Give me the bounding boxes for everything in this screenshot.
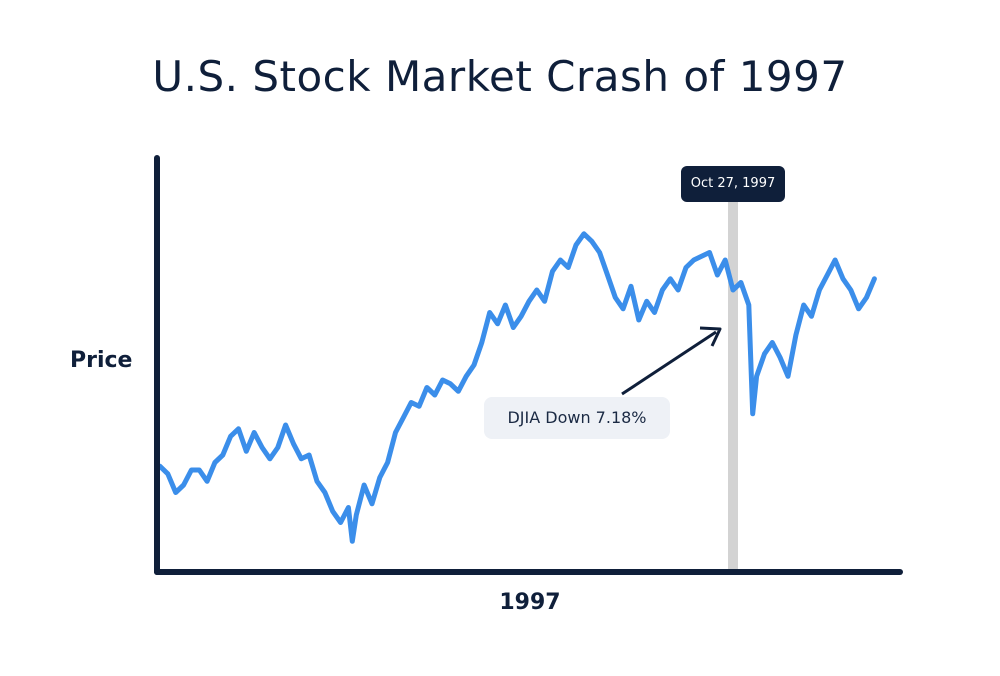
y-axis-label: Price: [70, 348, 133, 373]
event-marker-band: [728, 198, 738, 570]
chart-title: U.S. Stock Market Crash of 1997: [152, 52, 848, 101]
x-axis-label: 1997: [499, 590, 561, 615]
price-series-line: [157, 231, 877, 544]
annotation-arrowhead-icon: [699, 326, 722, 347]
annotation-callout: DJIA Down 7.18%: [484, 397, 670, 439]
event-date-tooltip: Oct 27, 1997: [681, 166, 785, 202]
annotation-arrow: [621, 330, 717, 396]
